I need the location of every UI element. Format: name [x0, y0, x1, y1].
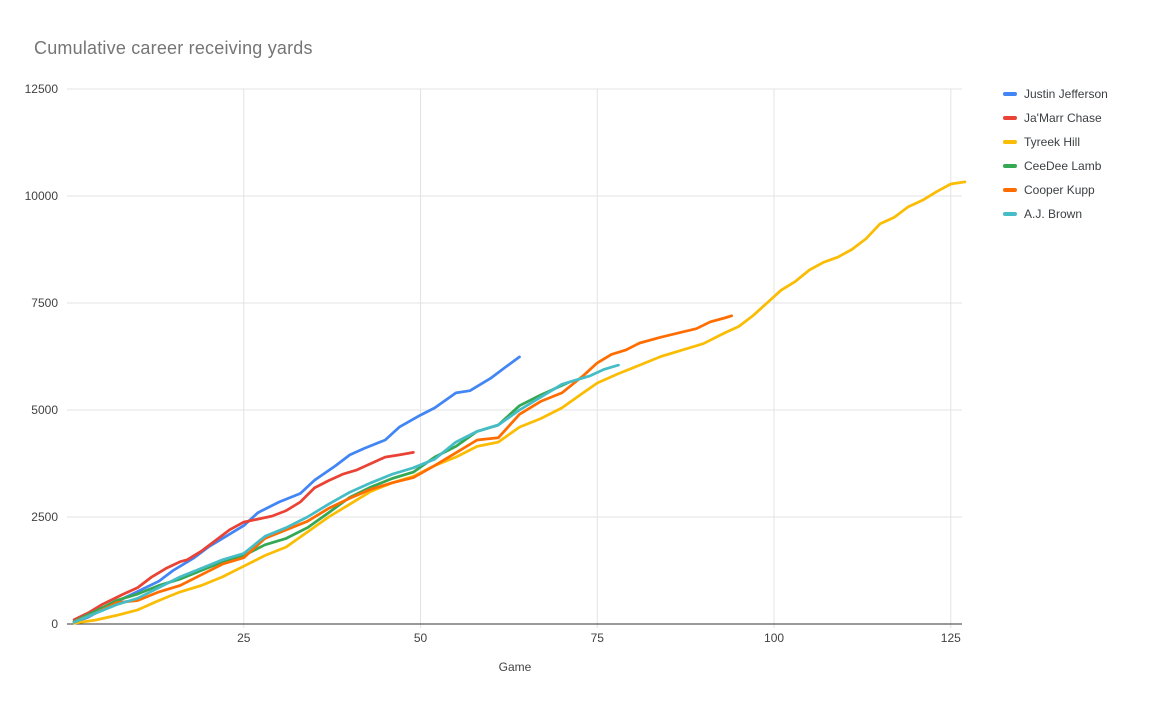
y-tick-label-10000: 10000 [25, 189, 59, 203]
series-line-justin-jefferson[interactable] [72, 355, 521, 624]
y-tick-label-0: 0 [51, 617, 58, 631]
x-tick-label-100: 100 [764, 631, 784, 645]
x-tick-label-75: 75 [591, 631, 605, 645]
legend-label-tyreek-hill: Tyreek Hill [1024, 135, 1081, 149]
legend-swatch-icon-tyreek-hill [1003, 140, 1017, 144]
x-tick-label-25: 25 [237, 631, 251, 645]
legend-label-cooper-kupp: Cooper Kupp [1024, 183, 1095, 197]
legend-label-ja-marr-chase: Ja'Marr Chase [1024, 111, 1102, 125]
legend-item-a-j-brown[interactable]: A.J. Brown [1003, 202, 1150, 226]
y-tick-label-5000: 5000 [31, 403, 58, 417]
legend-swatch-icon-ja-marr-chase [1003, 116, 1017, 120]
legend-label-ceedee-lamb: CeeDee Lamb [1024, 159, 1102, 173]
legend-item-ceedee-lamb[interactable]: CeeDee Lamb [1003, 154, 1150, 178]
legend-item-justin-jefferson[interactable]: Justin Jefferson [1003, 82, 1150, 106]
series-line-tyreek-hill[interactable] [72, 180, 967, 625]
legend-item-ja-marr-chase[interactable]: Ja'Marr Chase [1003, 106, 1150, 130]
legend-swatch-icon-justin-jefferson [1003, 92, 1017, 96]
y-tick-label-2500: 2500 [31, 510, 58, 524]
series-line-a-j-brown[interactable] [72, 363, 620, 624]
x-tick-label-50: 50 [414, 631, 428, 645]
y-tick-label-12500: 12500 [25, 82, 59, 96]
legend-item-tyreek-hill[interactable]: Tyreek Hill [1003, 130, 1150, 154]
y-tick-label-7500: 7500 [31, 296, 58, 310]
legend-swatch-icon-cooper-kupp [1003, 188, 1017, 192]
legend-label-a-j-brown: A.J. Brown [1024, 207, 1083, 221]
legend-label-justin-jefferson: Justin Jefferson [1024, 87, 1108, 101]
legend-item-cooper-kupp[interactable]: Cooper Kupp [1003, 178, 1150, 202]
legend-swatch-icon-ceedee-lamb [1003, 164, 1017, 168]
x-axis-label: Game [498, 660, 532, 674]
chart-title: Cumulative career receiving yards [34, 38, 313, 58]
series-line-ja-marr-chase[interactable] [72, 451, 415, 622]
legend-swatch-icon-a-j-brown [1003, 212, 1017, 216]
x-tick-label-125: 125 [941, 631, 961, 645]
series-line-cooper-kupp[interactable] [72, 314, 733, 624]
legend: Justin Jefferson Ja'Marr Chase Tyreek Hill… [1003, 82, 1150, 226]
